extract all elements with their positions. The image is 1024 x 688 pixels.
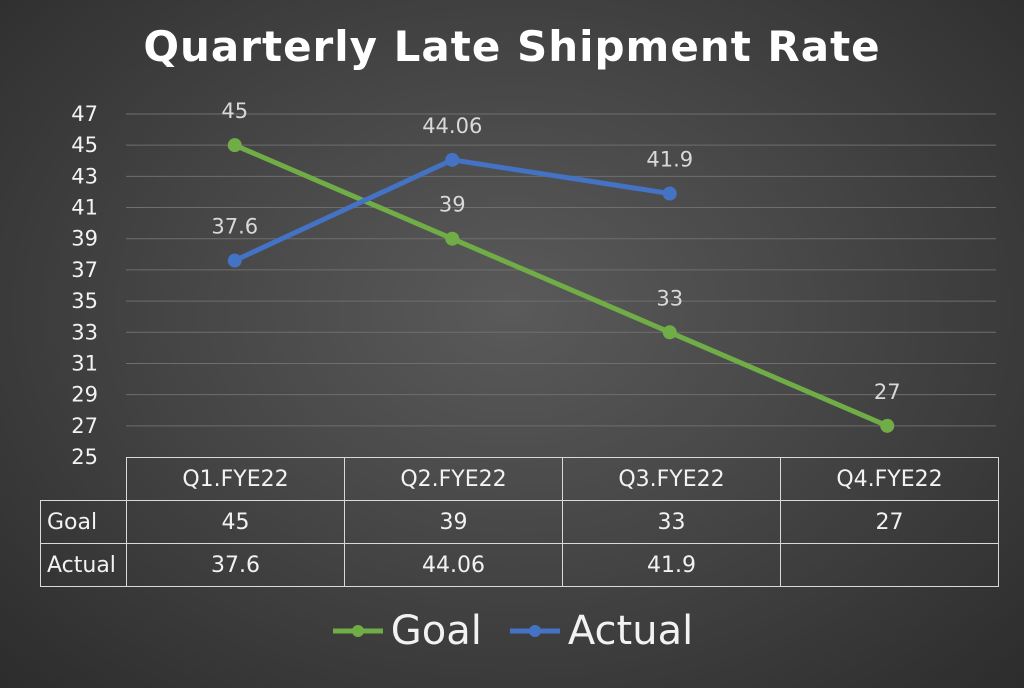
- table-row-label: Actual: [40, 543, 127, 587]
- data-point-actual: [662, 186, 677, 201]
- data-point-goal: [662, 325, 677, 340]
- y-tick-label: 47: [71, 102, 98, 126]
- y-tick-label: 39: [71, 227, 98, 251]
- table-cell: 39: [344, 500, 563, 544]
- chart-title: Quarterly Late Shipment Rate: [143, 22, 881, 71]
- legend-actual-marker-icon: [509, 625, 560, 637]
- legend-label: Goal: [390, 608, 482, 654]
- legend-item-actual[interactable]: Actual: [508, 608, 693, 654]
- table-header-row: Q1.FYE22 Q2.FYE22 Q3.FYE22 Q4.FYE22: [40, 457, 999, 501]
- table-header-cell: Q4.FYE22: [780, 457, 999, 501]
- series-line-goal: [232, 142, 890, 429]
- table-row-goal: Goal 45 39 33 27: [40, 500, 999, 544]
- y-tick-label: 45: [71, 133, 98, 157]
- data-table: Q1.FYE22 Q2.FYE22 Q3.FYE22 Q4.FYE22 Goal…: [40, 457, 999, 587]
- data-point-actual: [445, 152, 460, 167]
- table-row-actual: Actual 37.6 44.06 41.9: [40, 543, 999, 587]
- table-header-cell: Q1.FYE22: [126, 457, 345, 501]
- table-cell: 33: [562, 500, 781, 544]
- data-point-actual: [227, 253, 242, 268]
- table-cell: 44.06: [344, 543, 563, 587]
- y-tick-label: 41: [71, 196, 98, 220]
- data-label-goal: 33: [656, 286, 683, 310]
- table-header-cell: Q2.FYE22: [344, 457, 563, 501]
- y-tick-label: 43: [71, 164, 98, 188]
- data-label-goal: 27: [874, 380, 901, 404]
- y-tick-label: 37: [71, 258, 98, 282]
- legend: Goal Actual: [0, 608, 1024, 654]
- y-tick-label: 27: [71, 414, 98, 438]
- table-cell: [780, 543, 999, 587]
- y-tick-label: 35: [71, 289, 98, 313]
- data-point-goal: [445, 231, 460, 246]
- table-row-label: Goal: [40, 500, 127, 544]
- legend-goal-marker-icon: [332, 625, 383, 637]
- data-label-goal: 45: [221, 99, 248, 123]
- y-tick-label: 31: [71, 351, 98, 375]
- table-cell: 45: [126, 500, 345, 544]
- table-header-cell: Q3.FYE22: [562, 457, 781, 501]
- table-cell: 41.9: [562, 543, 781, 587]
- legend-item-goal[interactable]: Goal: [331, 608, 482, 654]
- data-point-goal: [227, 138, 242, 153]
- data-label-actual: 41.9: [646, 148, 693, 172]
- data-point-goal: [880, 418, 895, 433]
- table-cell: 37.6: [126, 543, 345, 587]
- y-tick-label: 33: [71, 320, 98, 344]
- data-label-actual: 44.06: [422, 114, 482, 138]
- y-tick-label: 29: [71, 383, 98, 407]
- table-cell: 27: [780, 500, 999, 544]
- data-label-goal: 39: [439, 193, 466, 217]
- legend-label: Actual: [567, 608, 694, 654]
- data-label-actual: 37.6: [211, 215, 258, 239]
- table-corner: [40, 457, 127, 501]
